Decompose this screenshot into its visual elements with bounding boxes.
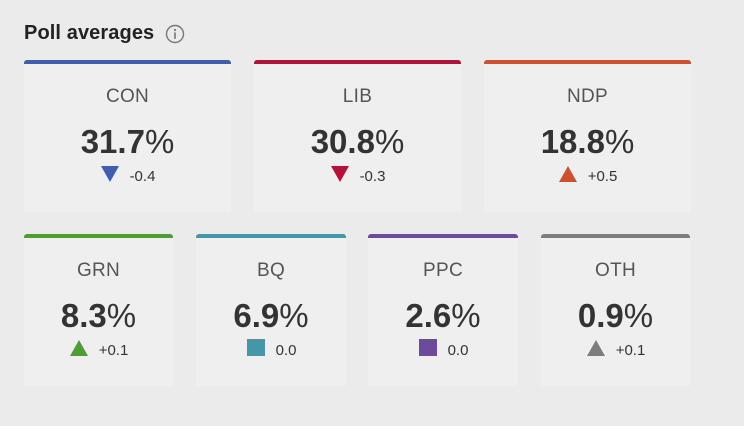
party-value-number: 0.9: [577, 297, 624, 334]
party-value-unit: %: [604, 123, 635, 160]
party-value-number: 31.7: [80, 123, 145, 160]
party-change: +0.1: [541, 339, 690, 362]
party-value-number: 30.8: [310, 123, 375, 160]
party-value-unit: %: [279, 297, 309, 334]
party-change: 0.0: [196, 339, 346, 362]
party-label: PPC: [423, 260, 463, 281]
party-label: CON: [105, 86, 150, 107]
party-label: OTH: [594, 260, 636, 281]
party-card-bq: BQ 6.9% 0.0: [196, 234, 346, 386]
trend-down-icon: [330, 165, 350, 188]
party-value: 30.8%: [254, 122, 461, 162]
party-value: 31.7%: [24, 122, 231, 162]
trend-up-icon: [586, 339, 606, 362]
party-card-con: CON 31.7% -0.4: [24, 60, 231, 212]
poll-averages-header: Poll averages: [24, 22, 185, 45]
party-label: NDP: [566, 86, 608, 107]
party-change-value: -0.3: [359, 168, 386, 185]
party-value-number: 2.6: [405, 297, 452, 334]
party-value-unit: %: [451, 297, 481, 334]
party-change: -0.3: [254, 165, 461, 188]
party-value-number: 18.8: [540, 123, 605, 160]
party-value: 2.6%: [368, 296, 518, 336]
page-title: Poll averages: [24, 22, 155, 44]
party-card-grn: GRN 8.3% +0.1: [24, 234, 173, 386]
party-card-lib: LIB 30.8% -0.3: [254, 60, 461, 212]
party-change-value: -0.4: [129, 168, 156, 185]
trend-up-icon: [69, 339, 89, 362]
party-value: 18.8%: [484, 122, 691, 162]
party-value-unit: %: [144, 123, 175, 160]
party-change-value: 0.0: [447, 342, 469, 359]
party-change: 0.0: [368, 339, 518, 362]
party-change: +0.5: [484, 165, 691, 188]
party-label: BQ: [256, 260, 286, 281]
party-value: 0.9%: [541, 296, 690, 336]
trend-flat-icon: [418, 339, 438, 362]
party-value: 6.9%: [196, 296, 346, 336]
party-value-unit: %: [106, 297, 137, 334]
party-change-value: +0.5: [587, 168, 618, 185]
party-card-oth: OTH 0.9% +0.1: [541, 234, 690, 386]
trend-down-icon: [100, 165, 120, 188]
party-change: +0.1: [24, 339, 173, 362]
party-value-unit: %: [374, 123, 405, 160]
party-value-number: 8.3: [60, 297, 107, 334]
party-label: GRN: [76, 260, 121, 281]
party-change: -0.4: [24, 165, 231, 188]
party-value-number: 6.9: [233, 297, 280, 334]
party-card-ndp: NDP 18.8% +0.5: [484, 60, 691, 212]
party-card-ppc: PPC 2.6% 0.0: [368, 234, 518, 386]
party-value: 8.3%: [24, 296, 173, 336]
party-change-value: +0.1: [615, 342, 646, 359]
trend-flat-icon: [246, 339, 266, 362]
party-change-value: 0.0: [275, 342, 297, 359]
info-icon[interactable]: [165, 24, 185, 44]
trend-up-icon: [558, 165, 578, 188]
party-value-unit: %: [623, 297, 654, 334]
party-label: LIB: [342, 86, 373, 107]
party-change-value: +0.1: [98, 342, 129, 359]
